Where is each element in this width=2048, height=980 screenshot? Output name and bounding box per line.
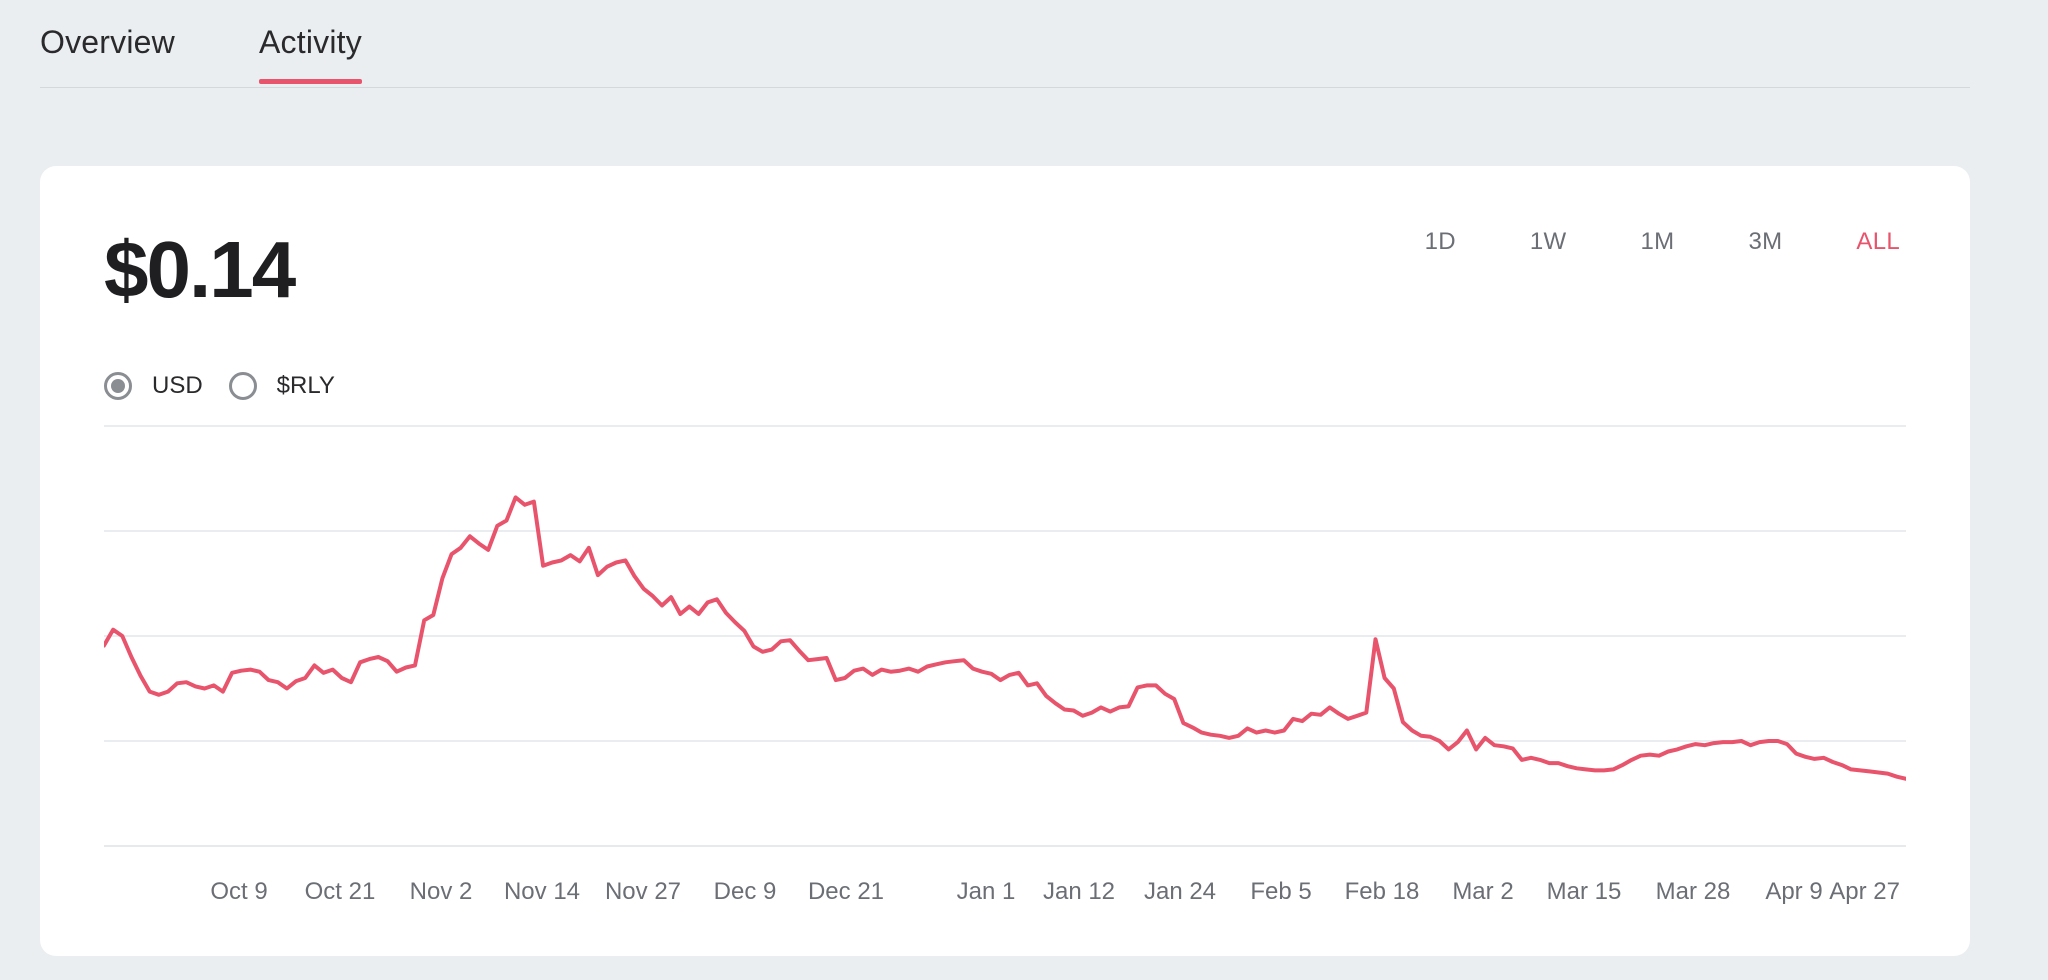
- current-price: $0.14: [104, 225, 296, 314]
- range-all-button[interactable]: ALL: [1856, 228, 1900, 255]
- tab-overview-label: Overview: [40, 24, 175, 60]
- x-tick-label: Dec 9: [714, 878, 777, 905]
- x-tick-label: Feb 18: [1345, 878, 1420, 905]
- tab-activity-label: Activity: [259, 24, 362, 60]
- x-tick-label: Apr 27: [1829, 878, 1900, 905]
- x-tick-label: Mar 2: [1452, 878, 1513, 905]
- range-1d-button[interactable]: 1D: [1424, 228, 1456, 255]
- x-tick-label: Nov 27: [605, 878, 681, 905]
- usd-label: USD: [152, 372, 203, 399]
- range-1w-button[interactable]: 1W: [1529, 228, 1567, 255]
- range-3m-button[interactable]: 3M: [1748, 228, 1783, 255]
- currency-toggle: USD $RLY: [104, 372, 361, 400]
- x-tick-label: Mar 28: [1656, 878, 1731, 905]
- x-tick-label: Nov 2: [410, 878, 473, 905]
- x-tick-label: Jan 24: [1144, 878, 1216, 905]
- x-tick-label: Mar 15: [1547, 878, 1622, 905]
- time-range-selector: 1D 1W 1M 3M ALL: [1351, 228, 1900, 256]
- tab-activity[interactable]: Activity: [259, 24, 362, 84]
- x-tick-label: Feb 5: [1250, 878, 1311, 905]
- price-line-chart: Oct 9 Oct 21 Nov 2 Nov 14 Nov 27 Dec 9 Dec 21 J…: [104, 425, 1906, 905]
- x-tick-label: Apr 9: [1765, 878, 1822, 905]
- price-chart-card: $0.14 1D 1W 1M 3M ALL USD $RLY Oct 9 Oct …: [40, 166, 1970, 956]
- x-tick-label: Oct 9: [210, 878, 267, 905]
- x-tick-label: Oct 21: [305, 878, 376, 905]
- active-tab-indicator: [259, 79, 362, 84]
- range-1m-button[interactable]: 1M: [1640, 228, 1675, 255]
- rly-label: $RLY: [276, 372, 335, 399]
- usd-radio[interactable]: [104, 372, 132, 400]
- x-axis-ticks: Oct 9 Oct 21 Nov 2 Nov 14 Nov 27 Dec 9 Dec 21 J…: [210, 878, 1900, 905]
- currency-usd-option[interactable]: USD: [104, 372, 203, 400]
- currency-rly-option[interactable]: $RLY: [228, 372, 335, 400]
- tab-bar: Overview Activity: [40, 0, 1970, 88]
- x-tick-label: Nov 14: [504, 878, 580, 905]
- price-line: [104, 495, 1906, 781]
- rly-radio[interactable]: [228, 372, 257, 400]
- x-tick-label: Jan 1: [957, 878, 1016, 905]
- x-tick-label: Jan 12: [1043, 878, 1115, 905]
- tab-overview[interactable]: Overview: [40, 24, 175, 61]
- x-tick-label: Dec 21: [808, 878, 884, 905]
- usd-radio-dot: [111, 379, 125, 393]
- chart-gridlines: [104, 425, 1906, 847]
